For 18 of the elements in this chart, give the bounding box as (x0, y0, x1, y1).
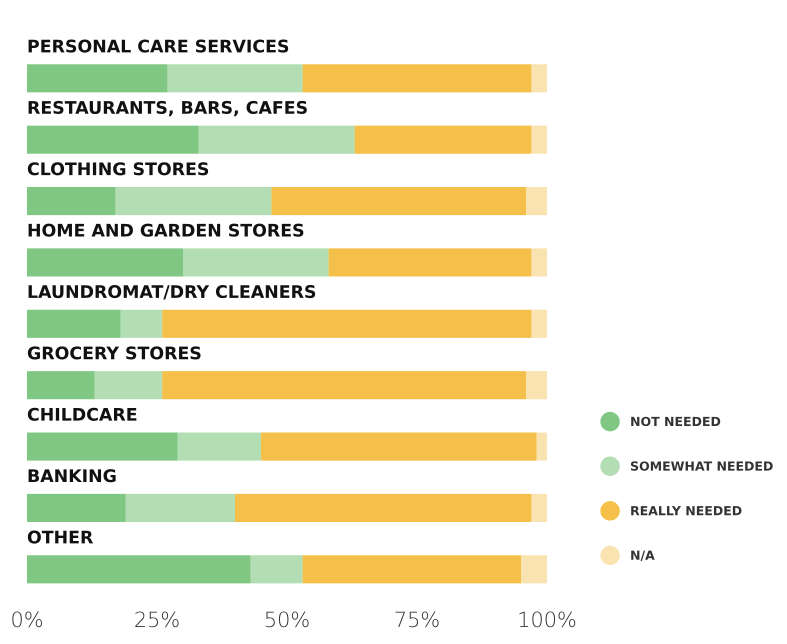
legend-label: NOT NEEDED (631, 416, 720, 426)
legend-label: SOMEWHAT NEEDED (630, 461, 773, 471)
y-tick-label: CHILDCARE (28, 408, 136, 421)
x-tick-label: 0% (12, 611, 42, 628)
y-tick-label: PERSONAL CARE SERVICES (28, 40, 288, 53)
x-tick-label: 100% (520, 611, 576, 628)
y-tick-label: BANKING (28, 469, 116, 482)
y-tick-label: RESTAURANTS, BARS, CAFES (28, 100, 307, 116)
legend-label: REALLY NEEDED (631, 506, 742, 516)
x-tick-label: 50% (266, 611, 309, 628)
x-tick-label: 25% (135, 611, 179, 628)
x-tick-label: 75% (396, 611, 439, 628)
y-tick-label: HOME AND GARDEN STORES (28, 224, 304, 237)
y-tick-label: OTHER (28, 530, 94, 544)
y-tick-label: GROCERY STORES (28, 346, 201, 360)
y-tick-label: LAUNDROMAT/DRY CLEANERS (28, 285, 316, 300)
legend-label: N/A (631, 550, 655, 561)
y-tick-label: CLOTHING STORES (28, 162, 208, 176)
